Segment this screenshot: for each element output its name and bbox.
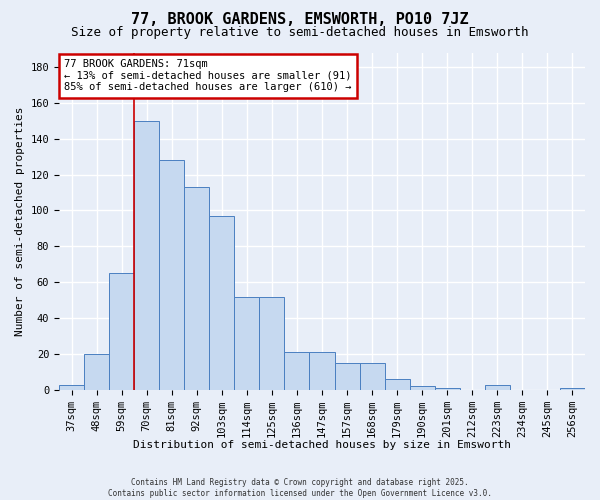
Bar	[259, 296, 284, 390]
Bar	[560, 388, 585, 390]
Bar	[109, 274, 134, 390]
Bar	[310, 352, 335, 390]
Text: 77, BROOK GARDENS, EMSWORTH, PO10 7JZ: 77, BROOK GARDENS, EMSWORTH, PO10 7JZ	[131, 12, 469, 28]
Bar	[435, 388, 460, 390]
Bar	[485, 384, 510, 390]
Bar	[134, 120, 159, 390]
X-axis label: Distribution of semi-detached houses by size in Emsworth: Distribution of semi-detached houses by …	[133, 440, 511, 450]
Bar	[159, 160, 184, 390]
Bar	[359, 363, 385, 390]
Text: Size of property relative to semi-detached houses in Emsworth: Size of property relative to semi-detach…	[71, 26, 529, 39]
Y-axis label: Number of semi-detached properties: Number of semi-detached properties	[15, 106, 25, 336]
Bar	[410, 386, 435, 390]
Bar	[235, 296, 259, 390]
Bar	[284, 352, 310, 390]
Bar	[84, 354, 109, 390]
Bar	[335, 363, 359, 390]
Bar	[385, 379, 410, 390]
Bar	[184, 187, 209, 390]
Bar	[59, 384, 84, 390]
Text: Contains HM Land Registry data © Crown copyright and database right 2025.
Contai: Contains HM Land Registry data © Crown c…	[108, 478, 492, 498]
Bar	[209, 216, 235, 390]
Text: 77 BROOK GARDENS: 71sqm
← 13% of semi-detached houses are smaller (91)
85% of se: 77 BROOK GARDENS: 71sqm ← 13% of semi-de…	[64, 59, 352, 92]
